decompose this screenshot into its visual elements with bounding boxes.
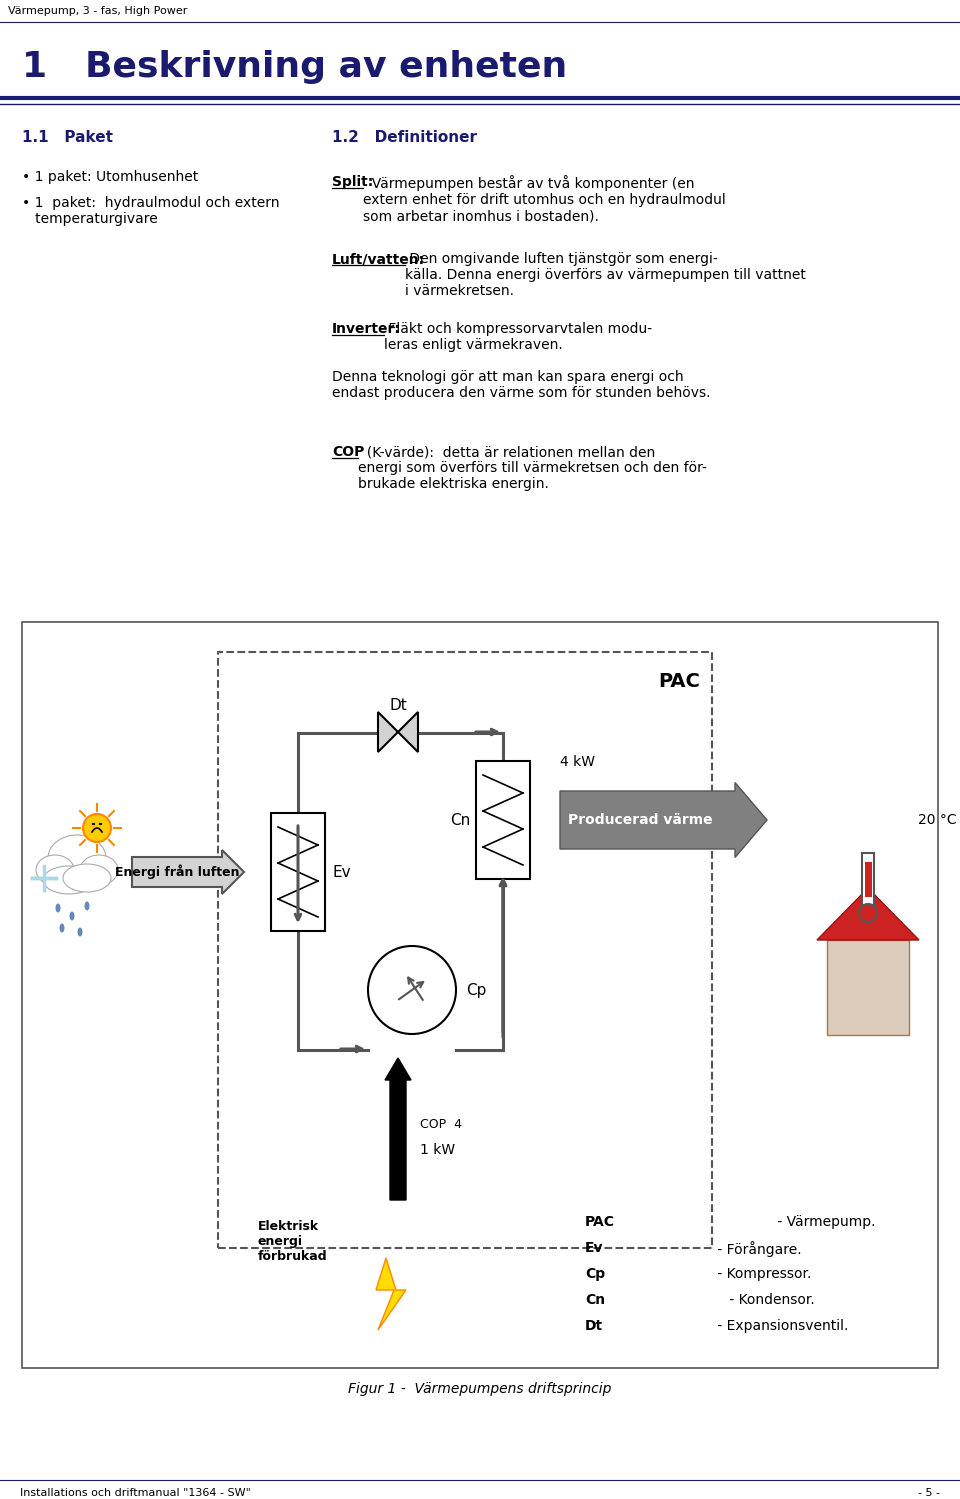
Circle shape [368,946,456,1034]
Text: Cp: Cp [466,982,487,997]
Ellipse shape [78,928,83,937]
Text: • 1 paket: Utomhusenhet: • 1 paket: Utomhusenhet [22,169,199,184]
Text: Split:: Split: [332,175,373,189]
Ellipse shape [48,835,106,881]
Bar [476,761,530,878]
Text: Dt: Dt [389,699,407,714]
Bar [22,622,938,1369]
Text: Producerad värme: Producerad värme [567,812,712,827]
Text: Fläkt och kompressorvarvtalen modu-
leras enligt värmekraven.: Fläkt och kompressorvarvtalen modu- lera… [384,322,652,352]
Text: 4 kW: 4 kW [560,755,595,769]
Text: - 5 -: - 5 - [918,1489,940,1498]
Text: - Värmepump.: - Värmepump. [773,1216,876,1229]
Text: Värmepumpen består av två komponenter (en
extern enhet för drift utomhus och en : Värmepumpen består av två komponenter (e… [363,175,726,223]
Circle shape [859,904,877,922]
FancyArrow shape [132,850,244,893]
Ellipse shape [43,866,95,893]
Text: COP: COP [332,445,365,459]
Text: - Förångare.: - Förångare. [713,1241,802,1258]
Polygon shape [376,1258,406,1330]
Text: Elektrisk
energi
förbrukad: Elektrisk energi förbrukad [258,1220,327,1264]
Ellipse shape [56,904,60,913]
Bar [271,812,325,931]
Text: COP  4: COP 4 [420,1118,462,1132]
Text: 1 kW: 1 kW [420,1144,455,1157]
FancyArrow shape [385,1058,411,1201]
Text: 20 °C: 20 °C [918,812,956,827]
Text: Cn: Cn [450,812,470,827]
Ellipse shape [36,854,74,884]
Text: 1   Beskrivning av enheten: 1 Beskrivning av enheten [22,49,567,84]
Ellipse shape [69,911,75,920]
Text: - Kondensor.: - Kondensor. [725,1294,815,1307]
Text: Den omgivande luften tjänstgör som energi-
källa. Denna energi överförs av värme: Den omgivande luften tjänstgör som energ… [405,252,805,298]
Text: Denna teknologi gör att man kan spara energi och
endast producera den värme som : Denna teknologi gör att man kan spara en… [332,370,710,400]
FancyArrow shape [560,782,767,857]
Text: Inverter:: Inverter: [332,322,401,336]
Ellipse shape [60,923,64,932]
Text: Ev: Ev [332,865,350,880]
Circle shape [83,814,111,842]
Text: 1.2   Definitioner: 1.2 Definitioner [332,130,477,145]
Ellipse shape [80,854,118,884]
Text: Cn: Cn [585,1294,605,1307]
Bar [865,862,872,896]
Text: PAC: PAC [585,1216,615,1229]
Polygon shape [378,712,398,752]
Text: Energi från luften: Energi från luften [115,865,239,880]
Text: Luft/vatten:: Luft/vatten: [332,252,425,265]
Text: - Kompressor.: - Kompressor. [713,1267,811,1282]
Text: Värmepump, 3 - fas, High Power: Värmepump, 3 - fas, High Power [8,6,187,16]
Text: • 1  paket:  hydraulmodul och extern
   temperaturgivare: • 1 paket: hydraulmodul och extern tempe… [22,196,279,226]
Text: Ev: Ev [585,1241,604,1255]
Text: (K-värde):  detta är relationen mellan den
energi som överförs till värmekretsen: (K-värde): detta är relationen mellan de… [358,445,707,492]
Text: Cp: Cp [585,1267,605,1282]
Text: PAC: PAC [658,672,700,691]
Text: - Expansionsventil.: - Expansionsventil. [713,1319,849,1333]
Polygon shape [398,712,418,752]
Text: 1.1   Paket: 1.1 Paket [22,130,113,145]
Ellipse shape [63,863,111,892]
Bar [862,853,874,905]
Polygon shape [817,887,919,940]
Ellipse shape [84,901,89,910]
Text: Installations och driftmanual "1364 - SW": Installations och driftmanual "1364 - SW… [20,1489,251,1498]
Bar [827,940,909,1034]
Text: Figur 1 -  Värmepumpens driftsprincip: Figur 1 - Värmepumpens driftsprincip [348,1382,612,1396]
Text: Dt: Dt [585,1319,603,1333]
Bar [218,652,712,1249]
